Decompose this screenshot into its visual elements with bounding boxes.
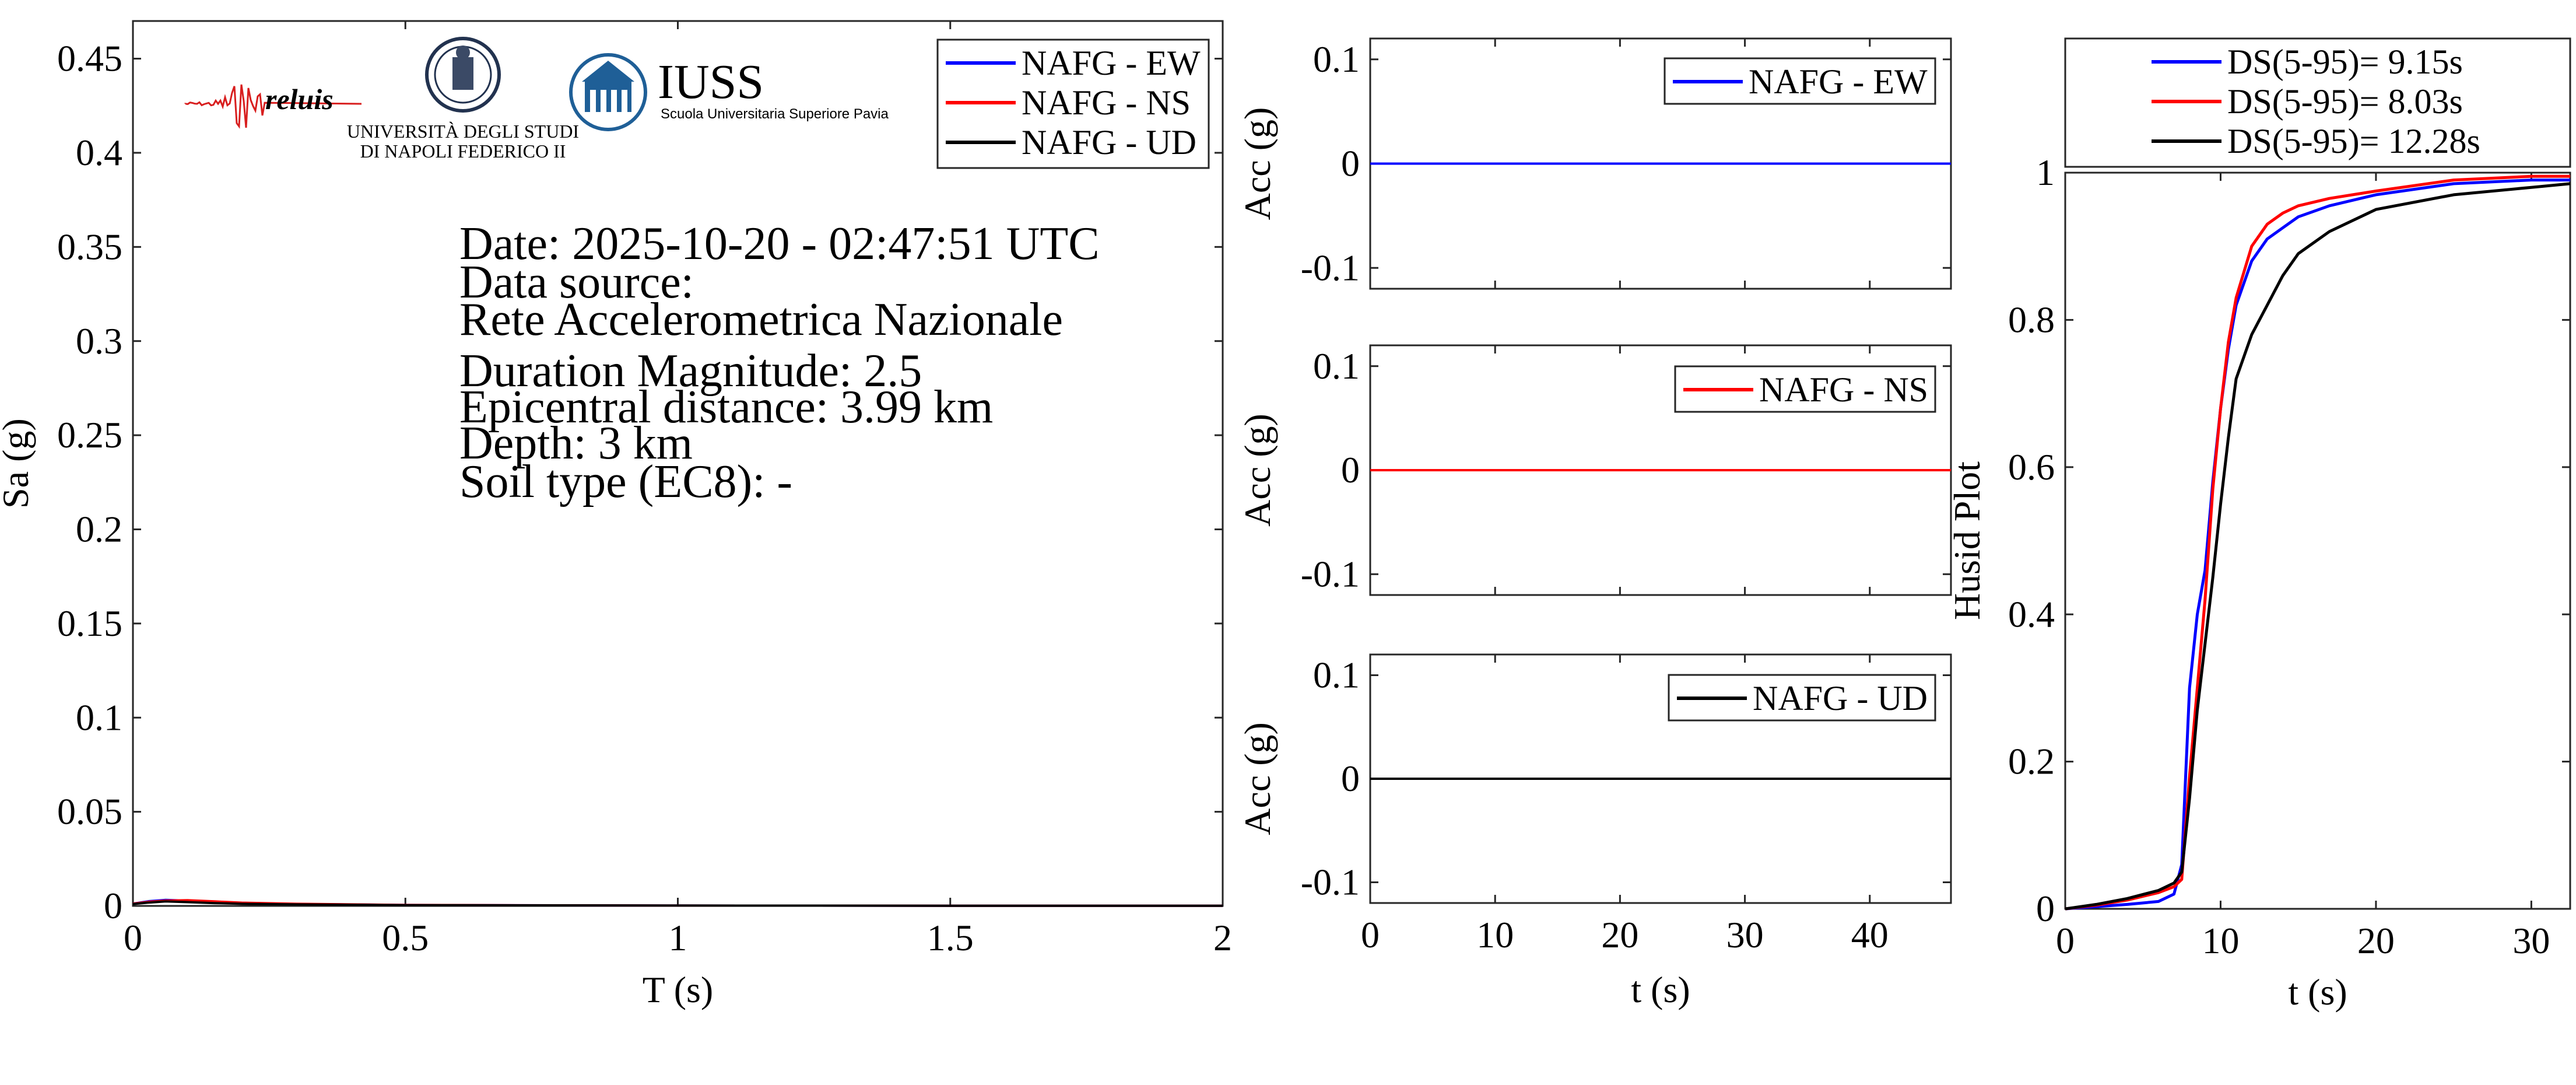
acc-ns-ylabel: Acc (g) bbox=[1237, 414, 1278, 527]
husid-xtick-label: 30 bbox=[2512, 920, 2550, 961]
acc-ud-xtick-label: 0 bbox=[1361, 914, 1380, 956]
event-info: Date: 2025-10-20 - 02:47:51 UTC Data sou… bbox=[459, 218, 1100, 508]
acc-ew-ylabel: Acc (g) bbox=[1237, 107, 1278, 220]
husid-xtick-label: 10 bbox=[2202, 920, 2239, 961]
spectrum-chart: 0 0.05 0.1 0.15 0.2 0.25 0.3 0.35 0.4 0.45 0 0.5 1 1.… bbox=[0, 20, 1232, 1010]
acc-ud-ylabel: Acc (g) bbox=[1237, 722, 1278, 835]
spectrum-ytick-label: 0.15 bbox=[57, 603, 122, 644]
unina-logo-line2: DI NAPOLI FEDERICO II bbox=[360, 141, 566, 162]
husid-series-2 bbox=[2065, 174, 2570, 911]
iuss-logo: IUSS Scuola Universitaria Superiore Pavi… bbox=[569, 53, 889, 131]
acc-ud-xtick-label: 30 bbox=[1726, 914, 1764, 956]
soil-type: Soil type (EC8): - bbox=[459, 456, 792, 508]
reluis-logo: reluis bbox=[184, 83, 362, 129]
acc-ud-xlabel: t (s) bbox=[1631, 969, 1690, 1010]
spectrum-ytick-label: 0.05 bbox=[57, 791, 122, 832]
unina-logo: UNIVERSITÀ DEGLI STUDI DI NAPOLI FEDERIC… bbox=[347, 37, 579, 162]
acc-ud-legend-entry: NAFG - UD bbox=[1753, 679, 1928, 718]
event-depth: Depth: 3 km bbox=[459, 418, 693, 469]
spectrum-series-3 bbox=[132, 900, 1223, 907]
spectrum-xtick-label: 0.5 bbox=[382, 917, 429, 958]
husid-ytick-label: 1 bbox=[2036, 152, 2055, 193]
husid-legend bbox=[2064, 37, 2571, 168]
epicentral-distance: Epicentral distance: 3.99 km bbox=[459, 382, 993, 433]
acc-ud-xtick-label: 20 bbox=[1601, 914, 1638, 956]
acc-ns-legend-entry: NAFG - NS bbox=[1759, 370, 1928, 409]
spectrum-ylabel: Sa (g) bbox=[0, 418, 36, 509]
spectrum-ytick-label: 0.25 bbox=[57, 414, 122, 456]
acc-ew-legend-entry: NAFG - EW bbox=[1749, 62, 1928, 101]
spectrum-xtick-label: 1 bbox=[669, 917, 687, 958]
acc-ew-ytick-label: 0 bbox=[1341, 143, 1360, 184]
spectrum-xtick-label: 1.5 bbox=[927, 917, 974, 958]
data-source-label: Data source: bbox=[459, 257, 694, 308]
spectrum-xlabel: T (s) bbox=[643, 969, 713, 1010]
acc-ew-ytick-label: -0.1 bbox=[1301, 247, 1360, 288]
acc-ud-xtick-label: 10 bbox=[1476, 914, 1514, 956]
husid-legend-entry: DS(5-95)= 9.15s bbox=[2227, 43, 2463, 81]
spectrum-xtick-label: 0 bbox=[124, 917, 142, 958]
husid-ytick-label: 0.2 bbox=[2008, 741, 2055, 782]
husid-ylabel: Husid Plot bbox=[1946, 461, 1988, 620]
husid-series-3 bbox=[2065, 182, 2571, 911]
unina-logo-line1: UNIVERSITÀ DEGLI STUDI bbox=[347, 121, 579, 142]
spectrum-ytick-label: 0.2 bbox=[76, 509, 122, 550]
husid-ytick-label: 0.6 bbox=[2008, 446, 2055, 488]
duration-magnitude: Duration Magnitude: 2.5 bbox=[459, 345, 922, 397]
acc-ew-chart: -0.1 0 0.1 Acc (g) NAFG - EW bbox=[1237, 37, 1952, 290]
husid-legend-entry: DS(5-95)= 8.03s bbox=[2227, 82, 2463, 121]
acc-ud-xtick-label: 40 bbox=[1851, 914, 1889, 956]
reluis-logo-text: reluis bbox=[265, 83, 334, 116]
spectrum-ytick-label: 0 bbox=[104, 885, 122, 926]
spectrum-xtick-label: 2 bbox=[1213, 917, 1232, 958]
data-source-value: Rete Accelerometrica Nazionale bbox=[459, 294, 1063, 345]
husid-ytick-label: 0.8 bbox=[2008, 299, 2055, 341]
iuss-building-icon bbox=[569, 53, 647, 131]
husid-legend-entry: DS(5-95)= 12.28s bbox=[2227, 122, 2480, 160]
spectrum-legend-entry: NAFG - UD bbox=[1022, 123, 1196, 162]
acc-ns-ytick-label: 0 bbox=[1341, 449, 1360, 491]
university-seal-icon bbox=[425, 37, 501, 113]
spectrum-legend-entry: NAFG - NS bbox=[1022, 83, 1191, 122]
spectrum-ytick-label: 0.3 bbox=[76, 320, 122, 362]
acc-ud-ytick-label: 0.1 bbox=[1313, 654, 1360, 696]
spectrum-ytick-label: 0.45 bbox=[57, 38, 122, 79]
acc-ns-ytick-label: 0.1 bbox=[1313, 345, 1360, 387]
acc-ud-ytick-label: 0 bbox=[1341, 758, 1360, 799]
acc-ud-ytick-label: -0.1 bbox=[1301, 862, 1360, 903]
acc-ns-chart: -0.1 0 0.1 Acc (g) NAFG - NS bbox=[1237, 344, 1952, 596]
iuss-logo-name: IUSS bbox=[658, 55, 764, 109]
husid-plot-area bbox=[2064, 172, 2571, 910]
spectrum-ytick-label: 0.35 bbox=[57, 226, 122, 267]
spectrum-ytick-label: 0.1 bbox=[76, 696, 122, 738]
seismogram-icon bbox=[184, 84, 362, 129]
husid-xtick-label: 0 bbox=[2056, 920, 2075, 961]
acc-ew-ytick-label: 0.1 bbox=[1313, 38, 1360, 80]
husid-xlabel: t (s) bbox=[2288, 971, 2347, 1013]
acc-ns-ytick-label: -0.1 bbox=[1301, 553, 1360, 594]
spectrum-legend-entry: NAFG - EW bbox=[1022, 44, 1201, 82]
iuss-logo-subtitle: Scuola Universitaria Superiore Pavia bbox=[661, 106, 889, 122]
husid-xtick-label: 20 bbox=[2357, 920, 2395, 961]
husid-ytick-label: 0 bbox=[2036, 888, 2055, 929]
spectrum-ytick-label: 0.4 bbox=[76, 132, 122, 173]
husid-ytick-label: 0.4 bbox=[2008, 593, 2055, 635]
event-date: Date: 2025-10-20 - 02:47:51 UTC bbox=[459, 218, 1100, 270]
